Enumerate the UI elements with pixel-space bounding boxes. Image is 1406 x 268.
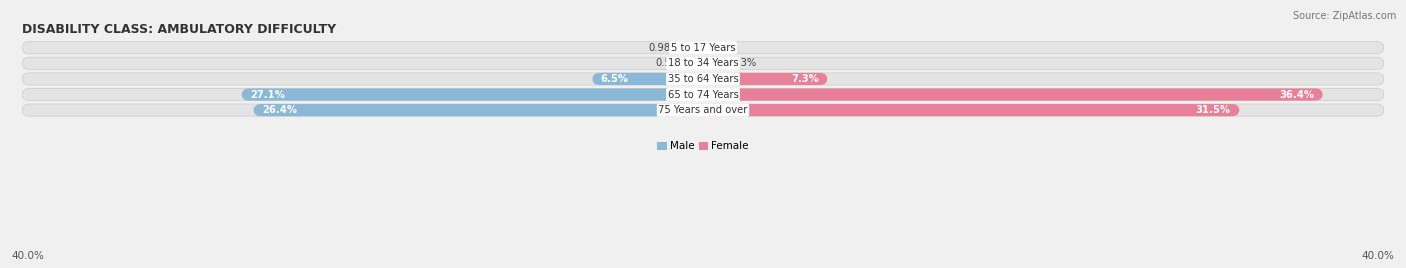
Text: 0.53%: 0.53% [655,58,688,68]
Text: 40.0%: 40.0% [11,251,44,261]
Text: 75 Years and over: 75 Years and over [658,105,748,115]
FancyBboxPatch shape [22,73,1384,85]
Text: 5 to 17 Years: 5 to 17 Years [671,43,735,53]
FancyBboxPatch shape [592,73,703,85]
FancyBboxPatch shape [22,57,1384,69]
Text: 65 to 74 Years: 65 to 74 Years [668,90,738,99]
Legend: Male, Female: Male, Female [654,137,752,155]
Text: 31.5%: 31.5% [1195,105,1230,115]
Text: Source: ZipAtlas.com: Source: ZipAtlas.com [1292,11,1396,21]
FancyBboxPatch shape [22,42,1384,54]
Text: 18 to 34 Years: 18 to 34 Years [668,58,738,68]
Text: 26.4%: 26.4% [262,105,297,115]
Text: 40.0%: 40.0% [1362,251,1395,261]
FancyBboxPatch shape [703,73,827,85]
FancyBboxPatch shape [686,42,703,54]
Text: 6.5%: 6.5% [600,74,628,84]
Text: 7.3%: 7.3% [792,74,818,84]
FancyBboxPatch shape [703,57,725,69]
FancyBboxPatch shape [695,57,703,69]
Text: DISABILITY CLASS: AMBULATORY DIFFICULTY: DISABILITY CLASS: AMBULATORY DIFFICULTY [22,23,336,36]
FancyBboxPatch shape [242,88,703,100]
FancyBboxPatch shape [703,104,1239,116]
FancyBboxPatch shape [22,88,1384,100]
Text: 1.3%: 1.3% [733,58,758,68]
FancyBboxPatch shape [703,88,1323,100]
FancyBboxPatch shape [253,104,703,116]
Text: 27.1%: 27.1% [250,90,285,99]
Text: 0.0%: 0.0% [710,43,735,53]
FancyBboxPatch shape [22,104,1384,116]
Text: 35 to 64 Years: 35 to 64 Years [668,74,738,84]
Text: 0.98%: 0.98% [648,43,679,53]
Text: 36.4%: 36.4% [1279,90,1315,99]
